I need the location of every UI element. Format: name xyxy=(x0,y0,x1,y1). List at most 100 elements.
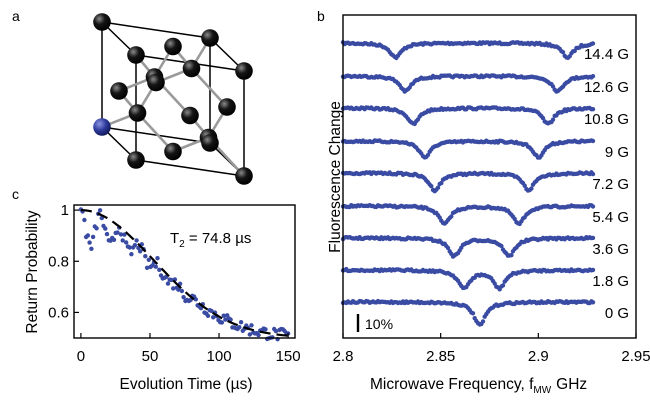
field-label: 10.8 G xyxy=(584,111,629,128)
data-point xyxy=(82,217,87,223)
y-axis-title-b: Fluorescence Change xyxy=(327,101,344,253)
cube-edge xyxy=(101,21,211,39)
carbon-atom xyxy=(127,151,145,169)
x-tick-label-b: 2.8 xyxy=(333,348,354,365)
data-point xyxy=(193,297,198,302)
spectrum-point xyxy=(590,138,596,144)
data-point xyxy=(238,320,244,325)
data-point xyxy=(129,252,134,257)
y-tick-label-c: 0.6 xyxy=(48,304,69,321)
data-point xyxy=(205,313,211,318)
data-point xyxy=(169,277,174,283)
odmr-traces xyxy=(340,40,596,327)
data-point xyxy=(146,257,151,262)
spectrum-point xyxy=(425,152,431,158)
x-tick-label-b: 2.9 xyxy=(528,348,549,365)
data-point xyxy=(247,332,252,337)
spectrum-point xyxy=(509,253,514,258)
spectrum-point xyxy=(480,319,486,324)
data-point xyxy=(237,325,242,330)
spectrum-point xyxy=(540,115,546,121)
t2-annotation-sub: 2 xyxy=(179,239,185,250)
x-axis-title-b-sub: MW xyxy=(533,385,551,396)
spectrum-point xyxy=(560,50,566,55)
carbon-atom xyxy=(201,29,219,47)
odmr-trace xyxy=(340,105,596,127)
carbon-atom xyxy=(201,134,219,152)
field-label: 14.4 G xyxy=(584,46,629,63)
data-point xyxy=(165,281,171,286)
spectrum-point xyxy=(529,186,534,191)
x-axis-title-b: Microwave Frequency, fMW GHz xyxy=(370,376,587,396)
data-point xyxy=(85,233,91,238)
spectrum-point xyxy=(435,185,441,190)
data-point xyxy=(137,249,143,254)
data-point xyxy=(176,287,181,292)
y-axis-title-c: Return Probability xyxy=(24,210,41,333)
data-point xyxy=(181,295,186,300)
data-point xyxy=(211,315,216,320)
t2-annotation-rest: = 74.8 µs xyxy=(185,230,252,247)
x-tick-label-b: 2.95 xyxy=(621,348,650,365)
data-point xyxy=(263,327,268,332)
t2-annotation: T2 = 74.8 µs xyxy=(170,230,251,250)
plot-frame-b xyxy=(342,14,637,339)
carbon-atom xyxy=(127,46,145,64)
data-point xyxy=(153,264,158,269)
data-point xyxy=(198,306,204,311)
spectrum-point xyxy=(590,204,596,209)
data-point xyxy=(132,243,138,248)
data-point xyxy=(221,313,226,318)
x-tick-label-c: 0 xyxy=(77,348,85,365)
spectrum-point xyxy=(449,214,454,219)
data-point xyxy=(171,286,176,291)
spectrum-point xyxy=(590,41,596,46)
data-point xyxy=(219,320,225,325)
carbon-atom xyxy=(218,98,236,116)
scale-bar-label: 10% xyxy=(365,316,393,332)
carbon-atom xyxy=(164,142,182,161)
data-point xyxy=(111,237,117,242)
spectrum-point xyxy=(512,216,517,222)
spectrum-point xyxy=(500,283,506,288)
data-point xyxy=(120,238,125,243)
odmr-trace xyxy=(340,234,596,259)
data-point xyxy=(249,323,254,328)
carbon-atom xyxy=(181,106,199,125)
field-label: 7.2 G xyxy=(592,176,629,193)
x-tick-label-c: 50 xyxy=(142,348,159,365)
x-axis-ticks: 2.8 2.85 2.9 2.95 xyxy=(333,333,650,365)
field-label: 1.8 G xyxy=(592,273,629,290)
data-point xyxy=(134,238,139,243)
data-point xyxy=(273,328,279,334)
spectrum-point xyxy=(499,243,504,249)
x-axis-title-b-unit: GHz xyxy=(556,376,587,393)
nv-center-atom xyxy=(93,118,111,136)
carbon-atom xyxy=(128,104,147,122)
y-tick-label-c: 1 xyxy=(61,202,69,219)
field-labels: 14.4 G 12.6 G 10.8 G 9 G 7.2 G 5.4 G 3.6 G 1.8 … xyxy=(584,46,629,322)
axis-ticks-c: 0 50 100 150 1 0.8 0.6 xyxy=(48,202,300,365)
spectrum-point xyxy=(550,84,556,89)
data-point xyxy=(270,335,275,340)
odmr-trace xyxy=(340,138,596,160)
spectrum-point xyxy=(590,300,596,305)
data-point xyxy=(115,230,120,235)
data-point xyxy=(122,232,127,237)
panel-label-b: b xyxy=(317,8,325,24)
data-point xyxy=(223,317,228,322)
spectrum-point xyxy=(470,311,476,316)
odmr-trace xyxy=(340,170,596,194)
x-tick-label-c: 100 xyxy=(207,348,232,365)
data-point xyxy=(144,265,150,270)
odmr-trace xyxy=(340,298,596,327)
field-label: 3.6 G xyxy=(592,241,629,258)
data-point xyxy=(209,308,214,314)
data-point xyxy=(157,267,162,272)
spectrum-point xyxy=(550,117,556,122)
spectrum-point xyxy=(590,267,596,273)
x-tick-label-b: 2.85 xyxy=(426,348,455,365)
carbon-atom xyxy=(182,59,201,78)
